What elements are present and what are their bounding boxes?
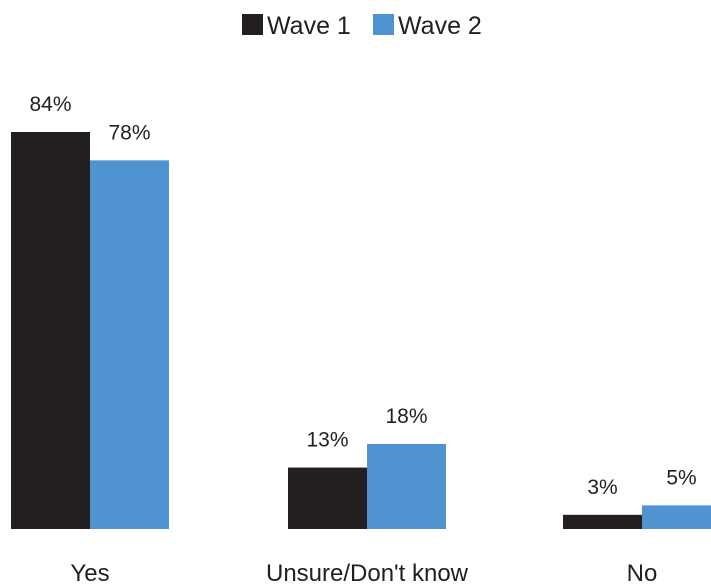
value-label-unsure-don-t-know-wave-2: 18%	[385, 405, 427, 428]
category-label-unsure-don-t-know: Unsure/Don't know	[266, 560, 469, 586]
legend-label-wave-1: Wave 1	[267, 12, 351, 40]
bar-groups	[11, 132, 711, 529]
bar-unsure-don-t-know-wave-2	[367, 443, 446, 529]
value-label-no-wave-1: 3%	[587, 476, 617, 499]
value-label-unsure-don-t-know-wave-1: 13%	[306, 429, 348, 452]
bar-yes-wave-2	[90, 160, 169, 529]
category-axis-labels: Yes Unsure/Don't know No	[70, 560, 657, 586]
value-label-no-wave-2: 5%	[666, 466, 696, 489]
chart-legend: Wave 1 Wave 2	[242, 12, 482, 40]
value-label-yes-wave-1: 84%	[29, 93, 71, 116]
bar-unsure-don-t-know-wave-1	[288, 467, 367, 529]
legend-swatch-wave-1	[242, 14, 263, 35]
legend-swatch-wave-2	[373, 14, 394, 35]
data-labels: 84% 78% 13% 18% 3% 5%	[29, 93, 696, 499]
value-label-yes-wave-2: 78%	[108, 121, 150, 144]
legend-label-wave-2: Wave 2	[398, 12, 482, 40]
bar-no-wave-1	[563, 514, 642, 529]
category-label-yes: Yes	[70, 560, 109, 586]
category-label-no: No	[627, 560, 658, 586]
bar-yes-wave-1	[11, 132, 90, 529]
bar-no-wave-2	[642, 505, 711, 529]
